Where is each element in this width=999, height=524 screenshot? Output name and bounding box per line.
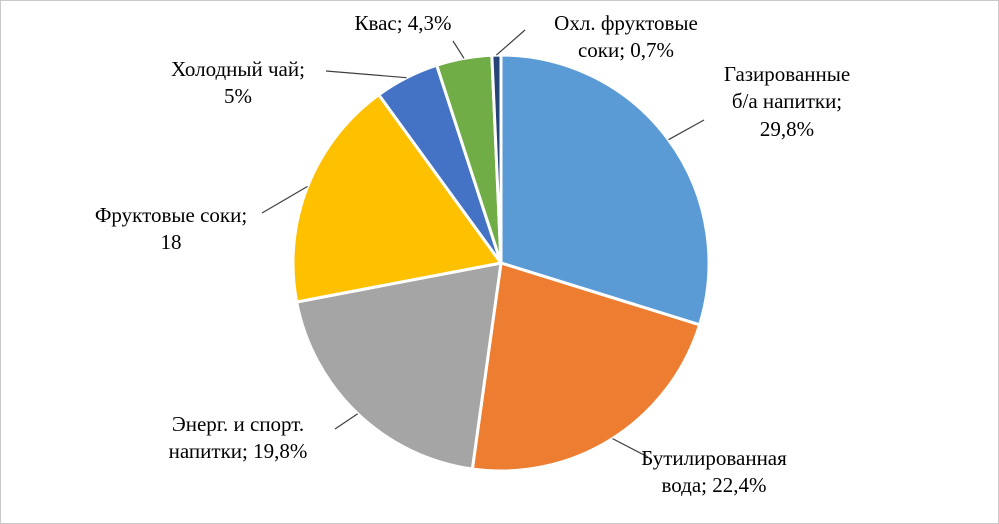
leader-line-okhl-fruktovye-soki — [496, 29, 526, 56]
leader-lines-group — [261, 29, 705, 458]
leader-line-butilirovannaya-voda — [612, 438, 649, 458]
pie-slice-gazirovannye-napitki — [499, 53, 711, 327]
leader-line-fruktovye-soki — [261, 185, 308, 214]
leader-line-gazirovannye-napitki — [668, 119, 705, 141]
leader-line-energ-i-sport-napitki — [334, 413, 359, 430]
pie-slice-butilirovannaya-voda — [470, 261, 702, 473]
leader-line-kholodny-chay — [325, 70, 407, 79]
leader-line-kvas — [452, 40, 465, 59]
pie-slices-group — [291, 53, 711, 473]
